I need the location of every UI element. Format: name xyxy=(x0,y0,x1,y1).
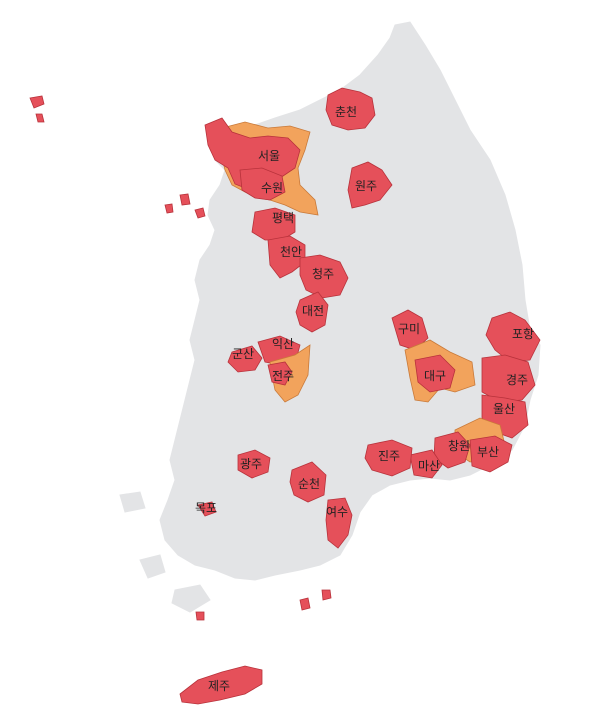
region-jeonju-core xyxy=(267,361,293,386)
region-islet xyxy=(195,611,205,621)
region-islet xyxy=(299,597,311,611)
region-mokpo xyxy=(197,501,217,517)
label-jeonju: 전주 xyxy=(272,369,294,383)
region-pohang xyxy=(485,311,541,363)
region-islet xyxy=(164,203,174,214)
label-wonju: 원주 xyxy=(355,179,377,193)
label-jinju: 진주 xyxy=(378,449,400,463)
region-daejeon xyxy=(295,291,329,333)
label-daegu: 대구 xyxy=(424,369,446,383)
region-cheonan xyxy=(267,235,306,279)
label-gunsan: 군산 xyxy=(232,347,254,361)
label-pohang: 포항 xyxy=(512,327,534,341)
label-mokpo: 목포 xyxy=(195,501,217,515)
label-gwangju: 광주 xyxy=(240,457,262,471)
island xyxy=(119,491,146,513)
label-seoul: 서울 xyxy=(258,149,280,163)
region-yeosu xyxy=(325,497,353,549)
label-suncheon: 순천 xyxy=(298,476,320,491)
label-chuncheon: 춘천 xyxy=(335,104,357,119)
label-yeosu: 여수 xyxy=(326,505,348,519)
label-masan: 마산 xyxy=(418,459,440,473)
region-islet xyxy=(35,113,45,123)
region-jeju xyxy=(179,665,263,705)
label-pyeongtaek: 평택 xyxy=(272,211,294,225)
label-gyeongju: 경주 xyxy=(506,373,528,387)
label-cheonan: 천안 xyxy=(280,244,302,259)
region-gyeongju xyxy=(481,354,536,403)
label-ulsan: 울산 xyxy=(493,402,515,416)
region-suwon xyxy=(239,167,286,201)
region-masan xyxy=(409,449,443,479)
region-wonju xyxy=(347,161,393,209)
region-islet xyxy=(194,207,206,219)
label-suwon: 수원 xyxy=(261,181,283,195)
region-gumi xyxy=(391,309,429,351)
island xyxy=(139,554,166,579)
label-changwon: 창원 xyxy=(448,439,470,453)
label-busan: 부산 xyxy=(477,445,499,459)
region-seoul xyxy=(204,117,301,191)
region-suncheon xyxy=(289,461,327,503)
label-iksan: 익산 xyxy=(272,337,294,351)
region-daegu xyxy=(414,354,456,393)
region-busan xyxy=(469,435,513,473)
region-gwangju xyxy=(237,449,271,479)
island xyxy=(171,584,211,613)
region-gunsan xyxy=(227,345,263,373)
region-jinju xyxy=(364,439,413,477)
label-gumi: 구미 xyxy=(398,322,420,336)
region-chuncheon xyxy=(325,87,376,131)
region-cheongju xyxy=(299,254,349,299)
city-labels: 춘천 서울 수원 원주 평택 천안 청주 대전 구미 포항 익산 군산 전주 대… xyxy=(195,104,534,693)
region-islet xyxy=(179,193,191,206)
label-daejeon: 대전 xyxy=(302,304,324,318)
region-islet xyxy=(29,95,45,109)
label-cheongju: 청주 xyxy=(312,267,334,281)
label-jeju: 제주 xyxy=(208,679,230,693)
region-islet xyxy=(321,589,332,601)
